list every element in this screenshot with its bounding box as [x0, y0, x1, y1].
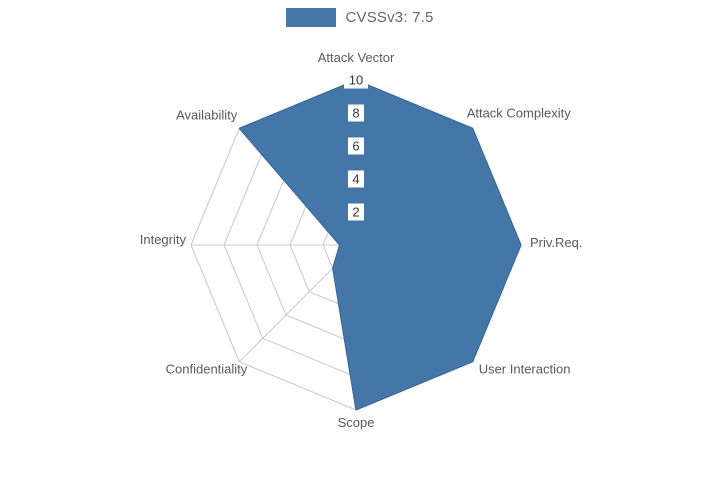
- axis-label-attack-complexity: Attack Complexity: [467, 105, 572, 120]
- axis-label-confidentiality: Confidentiality: [166, 362, 248, 377]
- axis-label-attack-vector: Attack Vector: [318, 50, 395, 65]
- series-polygon: [238, 79, 522, 411]
- axis-label-scope: Scope: [338, 415, 375, 430]
- tick-label-box: [348, 170, 364, 188]
- radial-tick-label: 8: [352, 106, 359, 121]
- radial-tick-label: 2: [352, 205, 359, 220]
- axis-label-user-interaction: User Interaction: [479, 362, 571, 377]
- radial-tick-label: 6: [352, 139, 359, 154]
- radial-tick-label: 10: [349, 73, 363, 88]
- tick-label-box: [344, 71, 368, 89]
- tick-label-box: [348, 137, 364, 155]
- radial-tick-label: 4: [352, 172, 359, 187]
- axis-label-availability: Availability: [176, 107, 238, 122]
- tick-label-box: [348, 104, 364, 122]
- tick-label-box: [348, 203, 364, 221]
- axis-label-priv-req-: Priv.Req.: [530, 235, 583, 250]
- axis-label-integrity: Integrity: [140, 232, 187, 247]
